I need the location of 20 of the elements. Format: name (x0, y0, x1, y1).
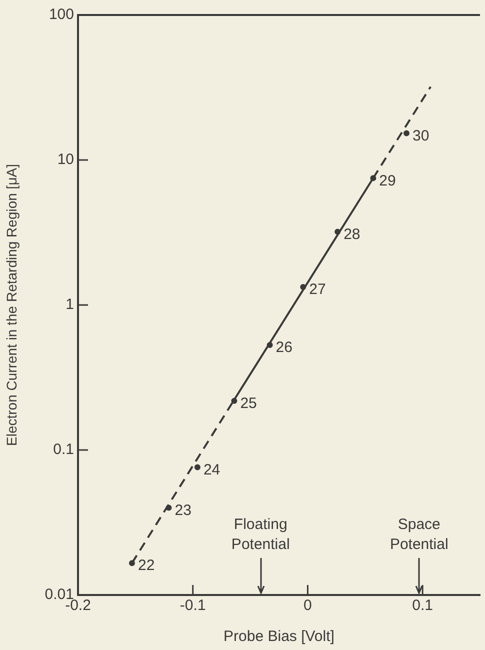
ref-line-label: Space Potential (390, 516, 448, 554)
annotation: 25 (240, 395, 257, 412)
ref-line-label: Floating Potential (231, 516, 290, 554)
x-axis-title: Probe Bias [Volt] (224, 628, 334, 646)
annotation: 26 (276, 339, 292, 356)
y-tick-label: 0.1 (53, 441, 74, 458)
annotation: 29 (379, 172, 396, 190)
annotation: 27 (309, 281, 326, 298)
x-tick-label: 0.1 (412, 597, 433, 614)
annotation: 22 (138, 557, 155, 574)
y-tick-label: 10 (57, 151, 74, 168)
x-tick-label: -0.1 (180, 597, 206, 614)
y-axis-title: Electron Current in the Retarding Region [μA] (3, 164, 20, 446)
annotation: 23 (174, 502, 192, 519)
y-tick-label: 100 (48, 6, 74, 24)
annotation: 30 (412, 127, 430, 144)
x-tick-label: 0 (304, 597, 312, 614)
annotation: 28 (344, 226, 360, 243)
y-tick-label: 1 (66, 296, 74, 314)
annotation: 24 (203, 461, 220, 478)
